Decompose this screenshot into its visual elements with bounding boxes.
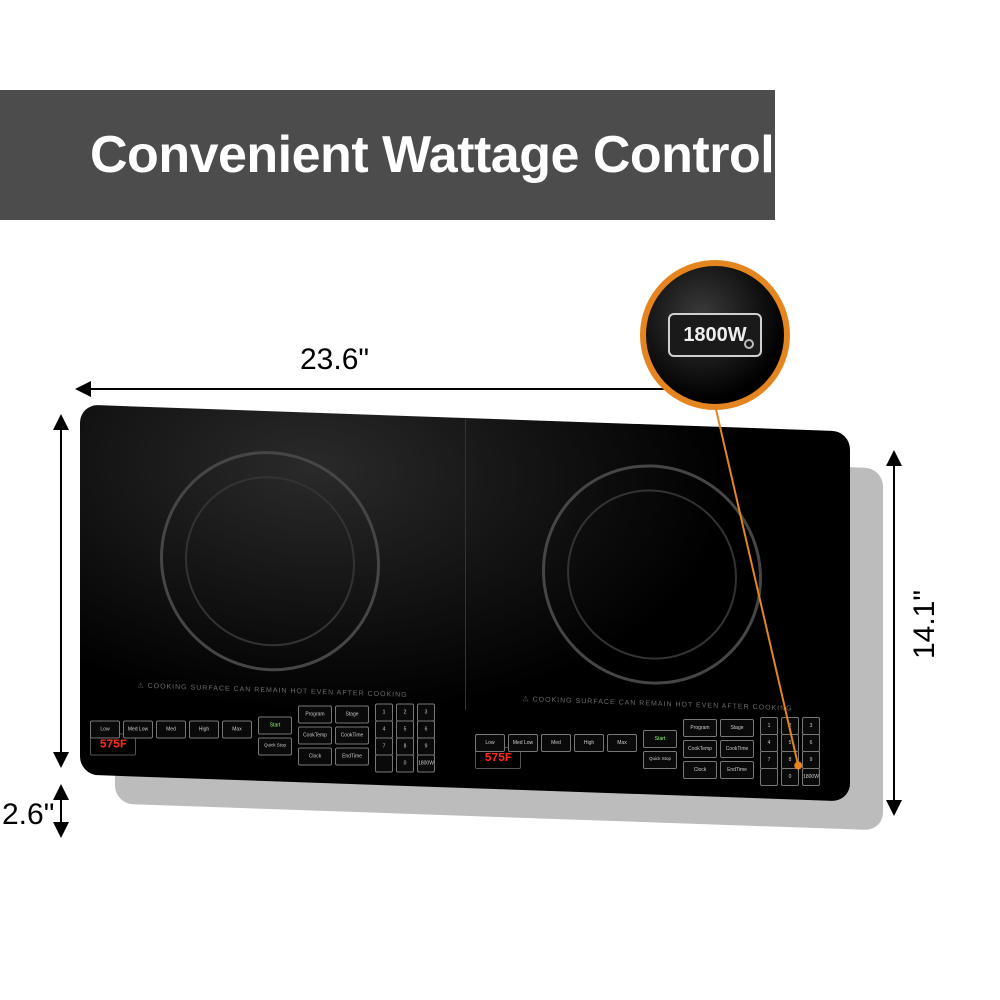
- cooktime-button-right[interactable]: CookTime: [720, 740, 754, 758]
- key-blank1r[interactable]: [760, 768, 778, 786]
- key-3r[interactable]: 3: [802, 717, 820, 735]
- power-med[interactable]: Med: [156, 720, 186, 738]
- key-9[interactable]: 9: [417, 737, 435, 755]
- power-medlow[interactable]: Med Low: [123, 720, 153, 738]
- keypad-left: 1 2 3 4 5 6 7 8 9 0 1800W: [375, 703, 435, 768]
- power-high[interactable]: High: [189, 720, 219, 738]
- height-dimension-line: [893, 452, 895, 814]
- power-high-r[interactable]: High: [574, 734, 604, 752]
- burner-ring-left: [160, 447, 380, 675]
- key-5[interactable]: 5: [396, 720, 414, 738]
- start-button-left[interactable]: Start: [258, 716, 292, 734]
- left-dimension-line: [60, 416, 62, 766]
- program-button-right[interactable]: Program: [683, 719, 717, 737]
- power-row-right: Low Med Low Med High Max: [475, 734, 637, 752]
- key-8[interactable]: 8: [396, 737, 414, 755]
- title-bar: Convenient Wattage Control: [0, 90, 775, 220]
- endtime-button-right[interactable]: EndTime: [720, 761, 754, 779]
- stage-button-right[interactable]: Stage: [720, 719, 754, 737]
- power-med-r[interactable]: Med: [541, 734, 571, 752]
- key-4r[interactable]: 4: [760, 734, 778, 752]
- key-9r[interactable]: 9: [802, 751, 820, 769]
- clock-button-left[interactable]: Clock: [298, 748, 332, 766]
- height-dimension-label: 14.1": [908, 590, 942, 659]
- cooktime-button-left[interactable]: CookTime: [335, 727, 369, 745]
- control-panel-left: 575F Low Med Low Med High Max Start Quic…: [80, 697, 465, 775]
- power-low[interactable]: Low: [90, 720, 120, 738]
- key-7[interactable]: 7: [375, 737, 393, 755]
- power-row-left: Low Med Low Med High Max: [90, 720, 252, 738]
- power-low-r[interactable]: Low: [475, 734, 505, 752]
- stop-button-left[interactable]: Quick Stop: [258, 737, 292, 755]
- key-0[interactable]: 0: [396, 754, 414, 772]
- key-0r[interactable]: 0: [781, 768, 799, 786]
- key-2[interactable]: 2: [396, 703, 414, 721]
- stage-button-left[interactable]: Stage: [335, 706, 369, 724]
- page-title: Convenient Wattage Control: [90, 125, 774, 185]
- power-max[interactable]: Max: [222, 720, 252, 738]
- key-6[interactable]: 6: [417, 720, 435, 738]
- key-6r[interactable]: 6: [802, 734, 820, 752]
- stop-button-right[interactable]: Quick Stop: [643, 751, 677, 769]
- width-dimension-line: [77, 388, 739, 390]
- key-mode-right[interactable]: 1800W: [802, 768, 820, 786]
- key-7r[interactable]: 7: [760, 751, 778, 769]
- key-blank1[interactable]: [375, 754, 393, 772]
- control-panel-right: 575F Low Med Low Med High Max Start Quic…: [465, 710, 850, 788]
- depth-dimension-label: 2.6": [2, 798, 54, 832]
- key-mode-left[interactable]: 1800W: [417, 754, 435, 772]
- cooktemp-button-left[interactable]: CookTemp: [298, 727, 332, 745]
- width-dimension-label: 23.6": [300, 343, 369, 377]
- burner-ring-right: [542, 461, 762, 689]
- power-medlow-r[interactable]: Med Low: [508, 734, 538, 752]
- key-1[interactable]: 1: [375, 703, 393, 721]
- center-divider: [465, 418, 466, 710]
- key-4[interactable]: 4: [375, 720, 393, 738]
- clock-button-right[interactable]: Clock: [683, 761, 717, 779]
- cooktemp-button-right[interactable]: CookTemp: [683, 740, 717, 758]
- start-button-right[interactable]: Start: [643, 730, 677, 748]
- wattage-zoom-bubble: 1800W: [640, 260, 790, 410]
- endtime-button-left[interactable]: EndTime: [335, 748, 369, 766]
- depth-dimension-line: [60, 786, 62, 836]
- program-button-left[interactable]: Program: [298, 706, 332, 724]
- induction-cooktop: ⚠ COOKING SURFACE CAN REMAIN HOT EVEN AF…: [80, 405, 850, 802]
- power-max-r[interactable]: Max: [607, 734, 637, 752]
- key-1r[interactable]: 1: [760, 717, 778, 735]
- key-3[interactable]: 3: [417, 703, 435, 721]
- wattage-badge: 1800W: [668, 313, 762, 357]
